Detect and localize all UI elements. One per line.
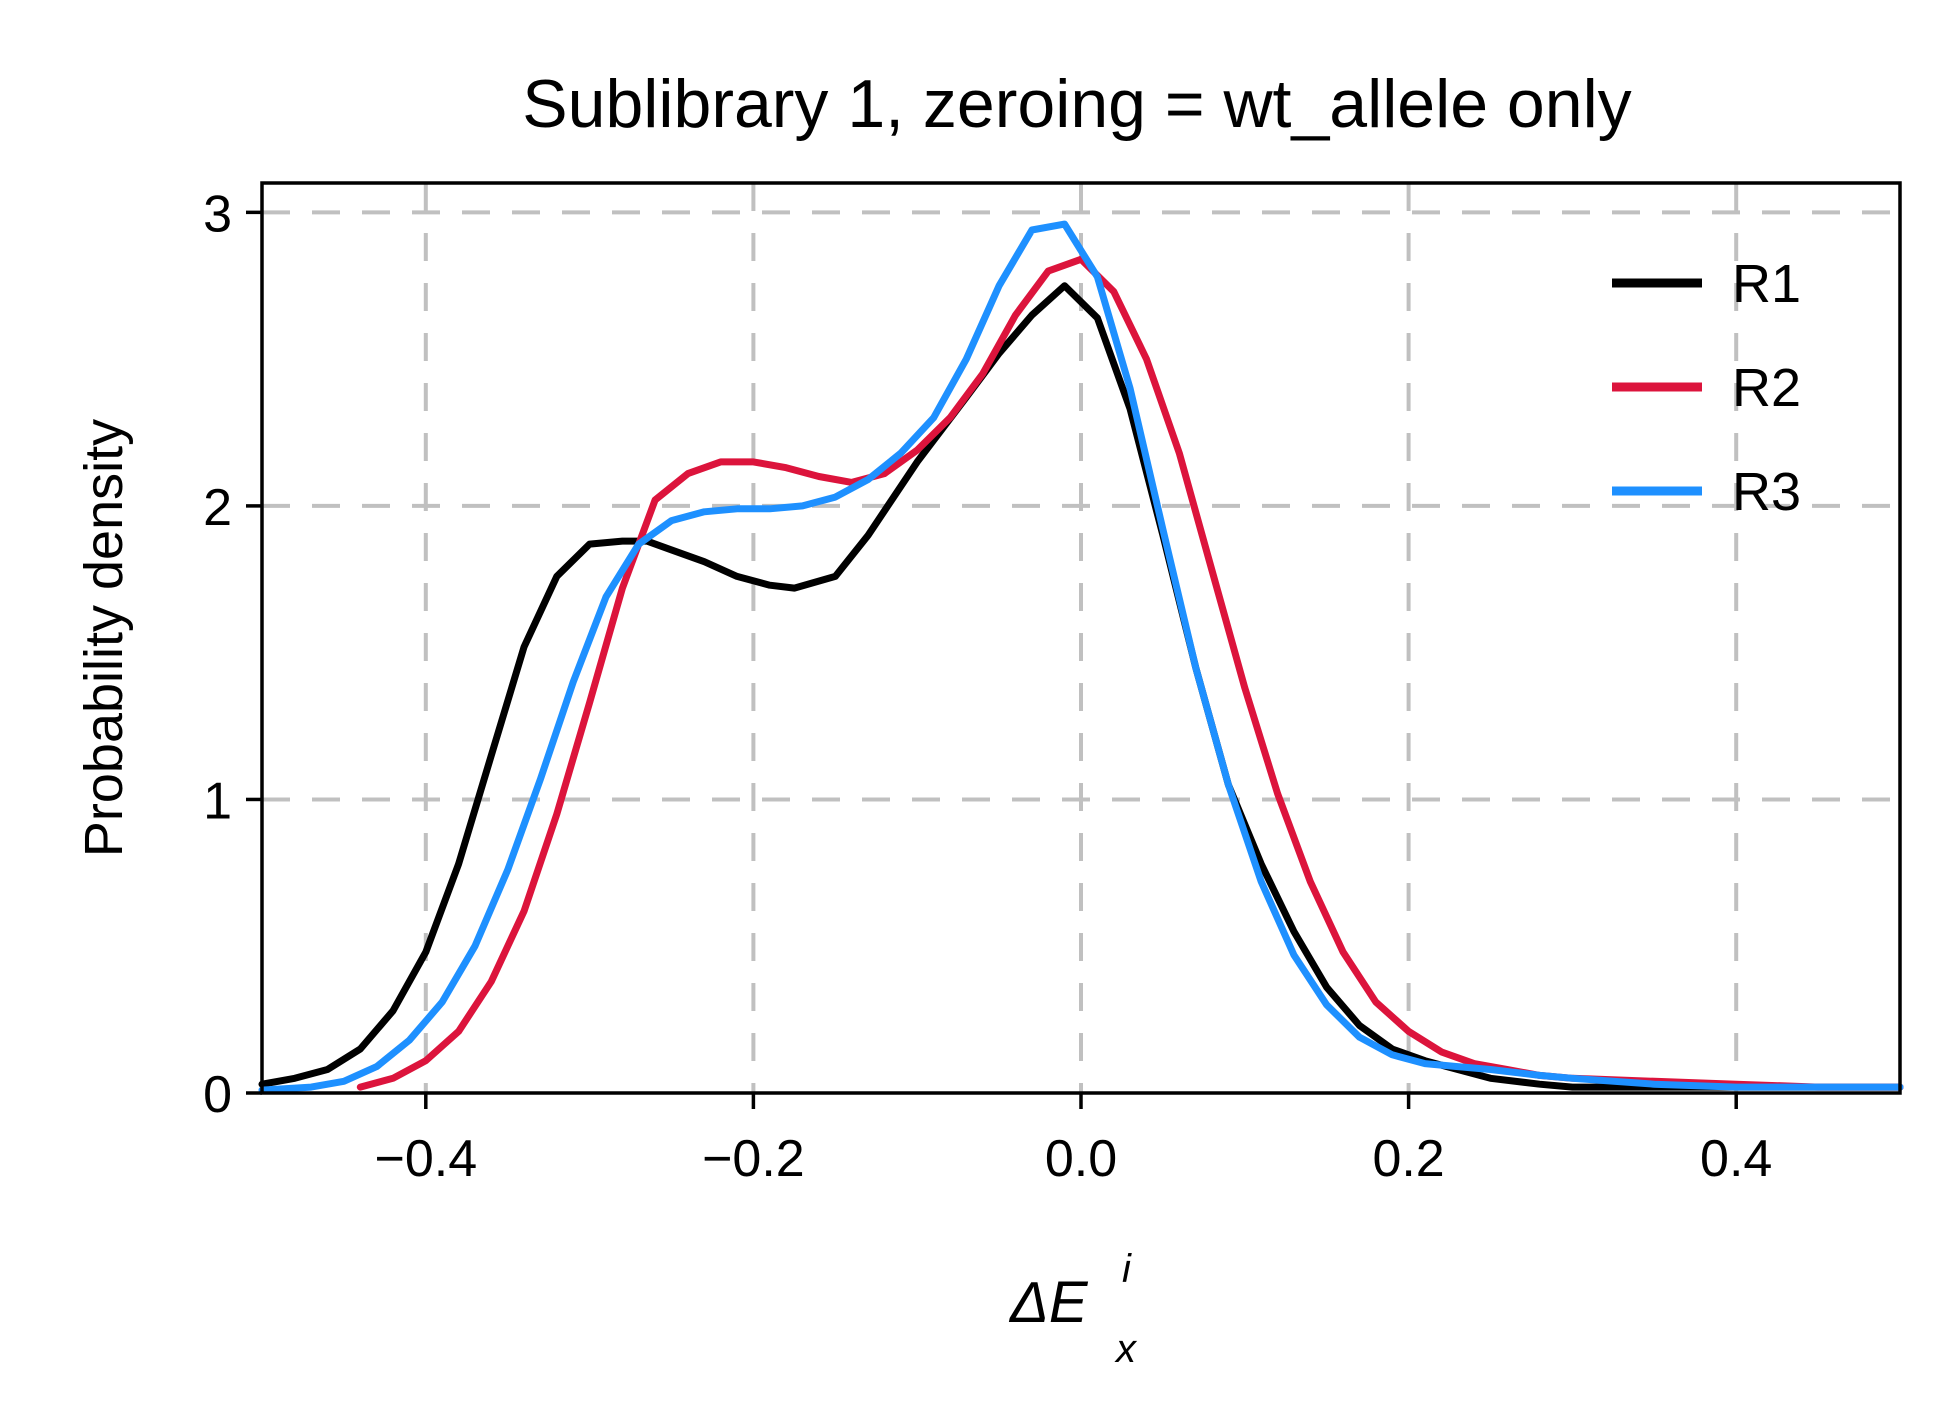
x-axis-label-main: ΔE	[1008, 1270, 1089, 1335]
chart-title: Sublibrary 1, zeroing = wt_allele only	[522, 66, 1631, 142]
series-lines	[258, 220, 1904, 1094]
series-line-r3	[258, 220, 1904, 1094]
x-tick-label: 0.2	[1372, 1130, 1444, 1188]
x-tick-label: 0.0	[1045, 1130, 1117, 1188]
legend: R1 R2 R3	[1612, 254, 1801, 522]
legend-label-r3: R3	[1732, 462, 1801, 522]
x-tick-label: −0.4	[374, 1130, 477, 1188]
legend-label-r2: R2	[1732, 358, 1801, 418]
x-axis-label: ΔE i x	[1008, 1247, 1138, 1371]
x-axis-label-superscript: i	[1122, 1247, 1132, 1291]
y-tick-label: 0	[203, 1066, 232, 1124]
axis-ticks: −0.4 −0.2 0.0 0.2 0.4 0 1 2 3	[203, 185, 1772, 1188]
x-tick-label: −0.2	[702, 1130, 805, 1188]
legend-label-r1: R1	[1732, 254, 1801, 314]
series-line-r2	[356, 255, 1904, 1091]
y-tick-label: 2	[203, 479, 232, 537]
gridlines	[262, 183, 1900, 1093]
x-axis-label-subscript: x	[1114, 1327, 1138, 1371]
y-tick-label: 1	[203, 772, 232, 830]
y-axis-label: Probability density	[74, 419, 134, 857]
y-tick-label: 3	[203, 185, 232, 243]
x-tick-label: 0.4	[1700, 1130, 1772, 1188]
